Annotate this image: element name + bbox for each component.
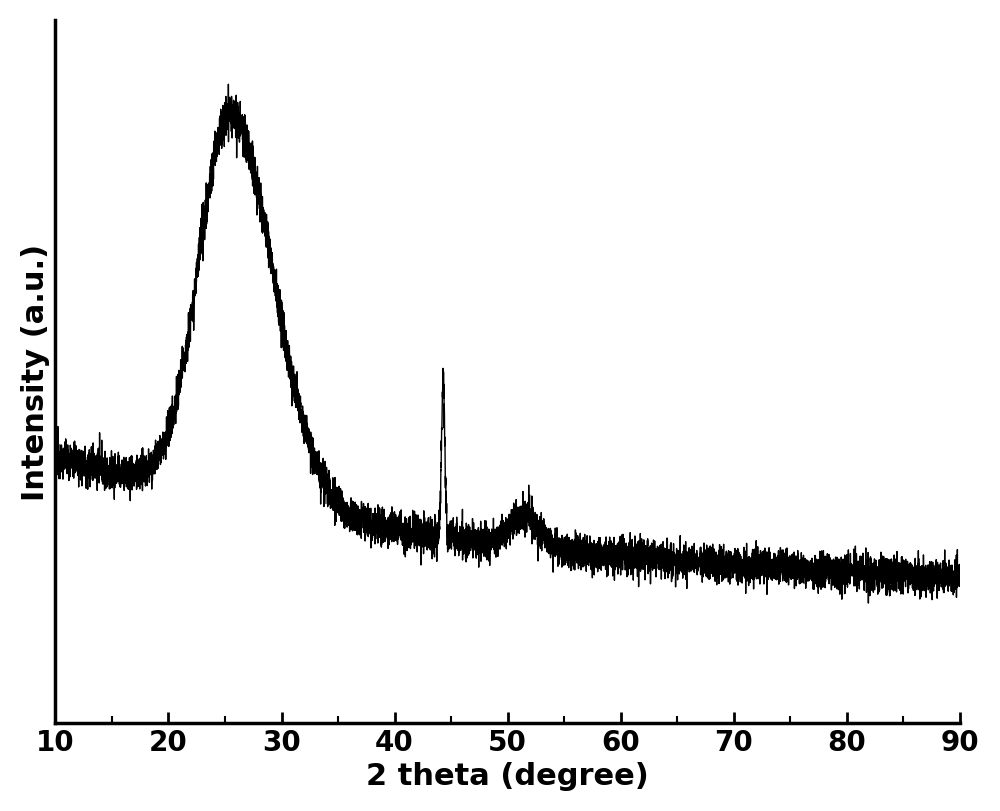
Y-axis label: Intensity (a.u.): Intensity (a.u.) — [21, 243, 50, 500]
X-axis label: 2 theta (degree): 2 theta (degree) — [366, 762, 649, 790]
